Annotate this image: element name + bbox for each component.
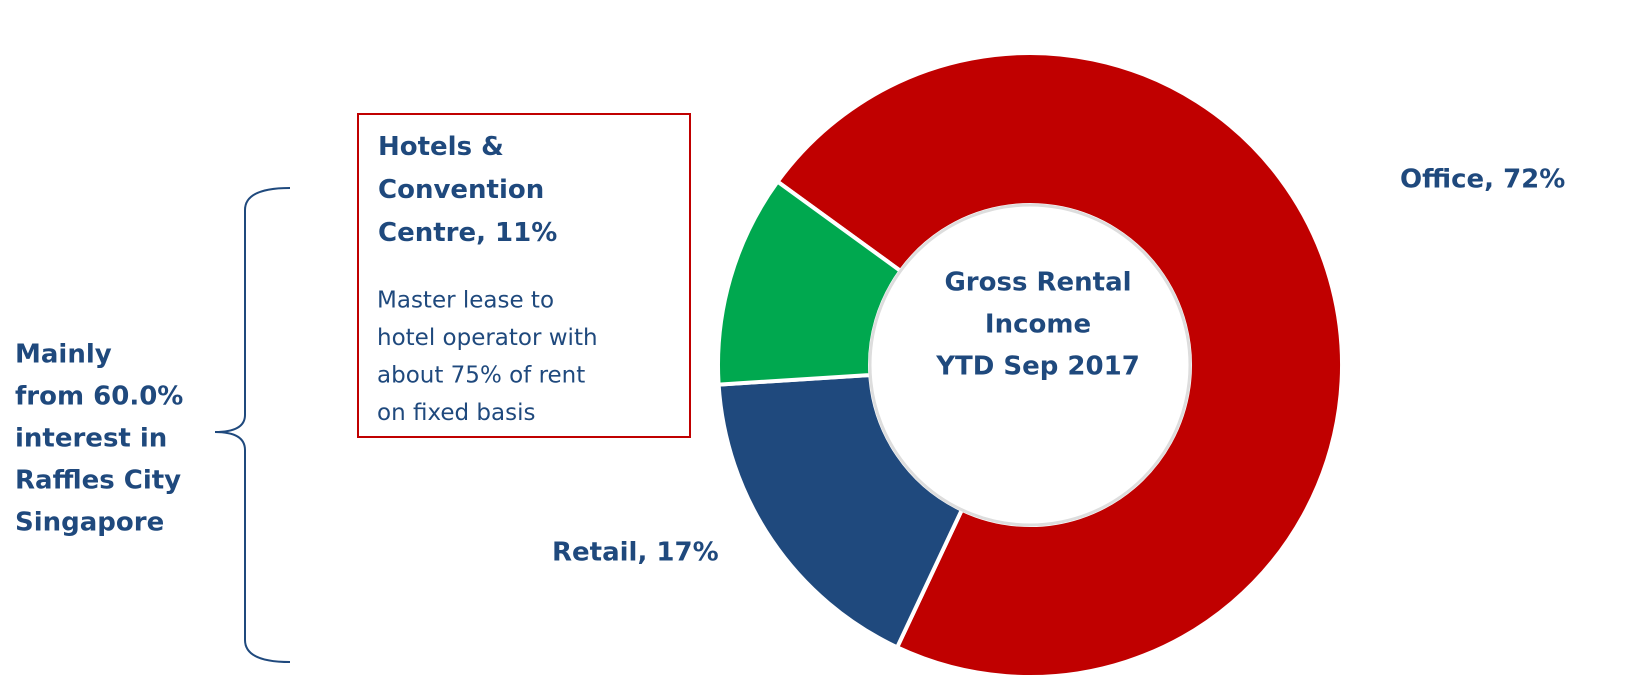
center-label: Gross Rental (944, 268, 1131, 298)
side-note: Raffles City (15, 466, 181, 496)
data-label: Hotels & Convention Centre, 11% (378, 132, 558, 248)
data-label: Office, 72% (1400, 165, 1565, 195)
brace (214, 187, 291, 663)
center-label: YTD Sep 2017 (935, 352, 1140, 382)
center-label: Income (985, 310, 1091, 340)
side-note: Singapore (15, 508, 164, 538)
donut-hole-ring (868, 203, 1192, 527)
data-label: Retail, 17% (552, 538, 719, 568)
annotation-box (357, 113, 691, 438)
annotation-text: about 75% of rent (377, 363, 585, 389)
side-note: Mainly (15, 340, 112, 370)
annotation-text: hotel operator with (377, 325, 598, 351)
annotation-text: on fixed basis (377, 400, 535, 426)
side-note: interest in (15, 424, 167, 454)
annotation-text: Master lease to (377, 288, 554, 314)
side-note: from 60.0% (15, 382, 183, 412)
